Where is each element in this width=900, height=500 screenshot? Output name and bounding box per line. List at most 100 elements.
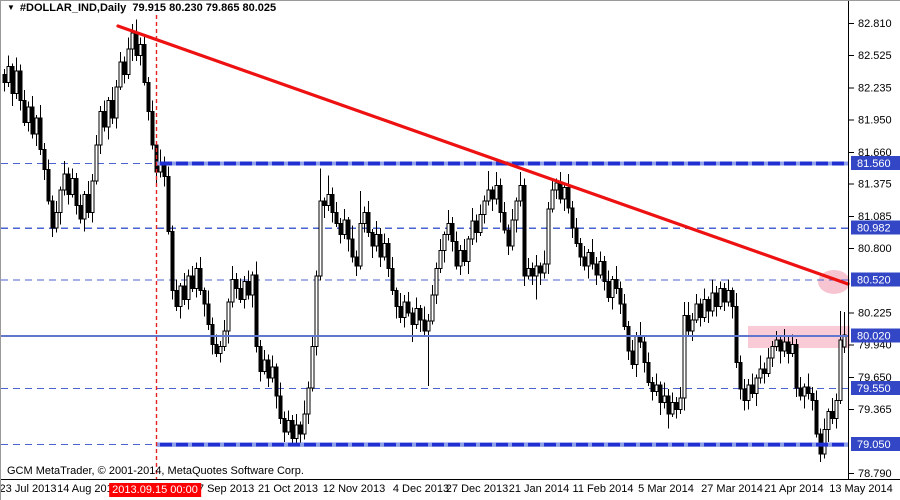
candle-bear bbox=[734, 305, 739, 363]
candle-bull bbox=[758, 368, 763, 379]
candle-bull bbox=[126, 48, 131, 76]
candle-bear bbox=[722, 287, 727, 303]
candle-bear bbox=[206, 303, 211, 325]
candle-bull bbox=[838, 339, 843, 401]
candle-bull bbox=[826, 411, 831, 431]
candle-bull bbox=[834, 399, 839, 419]
candle-bull bbox=[262, 359, 267, 372]
candle-bull bbox=[482, 200, 487, 216]
candle-bear bbox=[30, 106, 35, 135]
candle-bear bbox=[742, 388, 747, 401]
price-label-80.020: 80.020 bbox=[857, 330, 891, 342]
candle-bull bbox=[382, 243, 387, 258]
candle-bear bbox=[810, 393, 815, 401]
price-tick-label: 78.790 bbox=[858, 468, 892, 480]
candle-bear bbox=[410, 312, 415, 325]
candle-bear bbox=[254, 274, 259, 348]
candle-bear bbox=[606, 281, 611, 298]
candle-bull bbox=[326, 193, 331, 207]
time-axis[interactable]: 23 Jul 2013 14 Aug 2013 2013.09.15 00:00 27… bbox=[1, 480, 900, 500]
candle-bear bbox=[346, 219, 351, 240]
candle-bear bbox=[538, 265, 543, 274]
candle-bull bbox=[302, 413, 307, 435]
candle-bull bbox=[510, 219, 515, 247]
candle-bear bbox=[22, 99, 27, 124]
candle-bull bbox=[534, 265, 539, 277]
candle-bull bbox=[286, 420, 291, 433]
candle-bear bbox=[418, 308, 423, 321]
price-label-80.520: 80.520 bbox=[857, 274, 891, 286]
candle-bull bbox=[518, 184, 523, 202]
candle-bear bbox=[174, 290, 179, 307]
candle-bear bbox=[622, 303, 627, 328]
candle-bear bbox=[698, 303, 703, 319]
candle-bear bbox=[646, 361, 651, 384]
candle-bear bbox=[86, 193, 91, 213]
dashed-levels-layer bbox=[1, 162, 848, 446]
descending-trendline[interactable] bbox=[116, 24, 850, 286]
candle-bull bbox=[434, 267, 439, 296]
price-tick-label: 82.810 bbox=[858, 18, 892, 30]
candle-bear bbox=[650, 382, 655, 392]
candle-bear bbox=[202, 290, 207, 305]
candle-bull bbox=[546, 208, 551, 265]
candle-bear bbox=[290, 420, 295, 440]
candle-bear bbox=[686, 314, 691, 332]
candle-bear bbox=[134, 32, 139, 56]
candle-bull bbox=[702, 299, 707, 319]
candle-bull bbox=[226, 301, 231, 332]
candle-bull bbox=[130, 32, 135, 50]
candle-bear bbox=[798, 387, 803, 397]
price-label-box-80.520 bbox=[851, 272, 900, 287]
candle-bear bbox=[462, 249, 467, 263]
candle-bull bbox=[718, 287, 723, 307]
candle-bear bbox=[330, 193, 335, 213]
price-label-80.982: 80.982 bbox=[857, 223, 891, 235]
candle-bear bbox=[522, 184, 527, 277]
candle-bull bbox=[446, 222, 451, 236]
candle-bull bbox=[82, 193, 87, 220]
candle-bear bbox=[282, 417, 287, 433]
candle-bull bbox=[458, 249, 463, 267]
candle-bear bbox=[366, 211, 371, 233]
ohlc-readout: 79.915 80.230 79.865 80.025 bbox=[132, 2, 277, 14]
candle-bull bbox=[726, 290, 731, 303]
candle-bull bbox=[318, 200, 323, 277]
candle-bull bbox=[634, 334, 639, 366]
candle-bull bbox=[6, 66, 11, 83]
candle-bull bbox=[194, 267, 199, 289]
candle-bear bbox=[338, 222, 343, 236]
candle-bear bbox=[730, 290, 735, 307]
candle-bear bbox=[558, 182, 563, 200]
candle-bull bbox=[362, 211, 367, 224]
candle-bear bbox=[42, 149, 47, 171]
candle-bull bbox=[230, 278, 235, 303]
trend-objects-layer bbox=[116, 15, 850, 479]
candle-bull bbox=[118, 61, 123, 88]
candle-bear bbox=[506, 229, 511, 247]
candle-bear bbox=[422, 319, 427, 332]
candle-bear bbox=[814, 399, 819, 435]
candle-bear bbox=[246, 281, 251, 296]
price-tick-label: 81.375 bbox=[858, 179, 892, 191]
candle-bear bbox=[274, 366, 279, 397]
candle-bear bbox=[150, 110, 155, 146]
candle-bear bbox=[590, 252, 595, 265]
candle-bull bbox=[770, 346, 775, 359]
candle-bear bbox=[398, 305, 403, 319]
candle-bear bbox=[626, 326, 631, 352]
candle-bear bbox=[566, 187, 571, 209]
collapse-arrow-icon[interactable]: ▼ bbox=[7, 3, 15, 12]
candle-bear bbox=[10, 66, 15, 95]
time-tick-label: 14 Aug 2013 bbox=[57, 483, 119, 495]
candle-bull bbox=[138, 43, 143, 56]
candle-bear bbox=[378, 234, 383, 258]
highlight-rectangle[interactable] bbox=[748, 325, 850, 349]
candle-bull bbox=[94, 144, 99, 182]
price-tick-label: 80.800 bbox=[858, 243, 892, 255]
candle-bear bbox=[334, 211, 339, 224]
candle-bear bbox=[498, 184, 503, 213]
candle-bear bbox=[658, 384, 663, 404]
candle-bull bbox=[106, 99, 111, 128]
